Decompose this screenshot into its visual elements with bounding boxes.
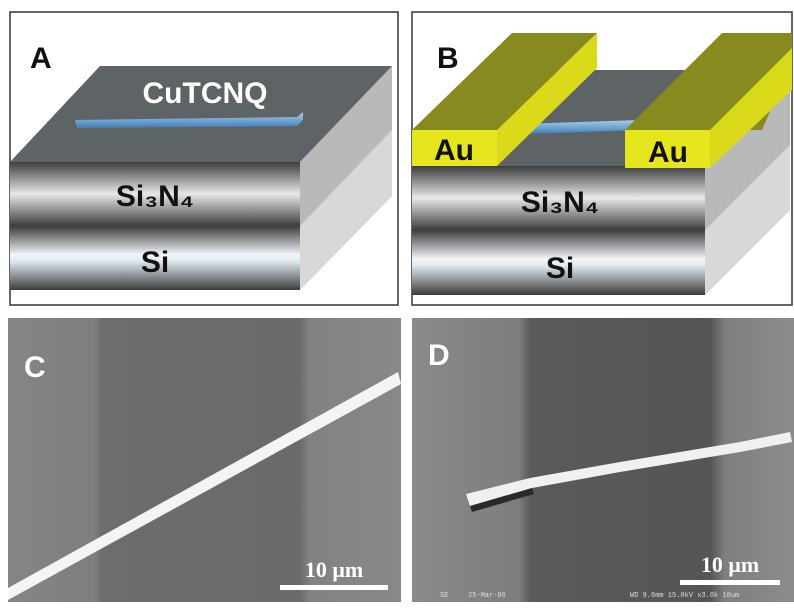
panel-a: A CuTCNQ Si₃N₄ Si xyxy=(10,12,398,305)
layer-label: Si₃N₄ xyxy=(116,180,194,213)
scale-bar xyxy=(680,580,780,585)
sem-info: 25-Mar-06 xyxy=(468,592,506,600)
panel-label: B xyxy=(437,42,459,75)
scale-bar xyxy=(280,585,388,590)
panel-label: C xyxy=(24,351,46,384)
panel-c: C 10 μm xyxy=(8,318,401,602)
layer-label: Si xyxy=(546,252,574,285)
panel-label: A xyxy=(30,42,52,75)
electrode-label: Au xyxy=(434,134,474,167)
figure: A CuTCNQ Si₃N₄ Si B Au Au Si₃N₄ Si C 10 … xyxy=(0,0,794,608)
panel-b: B Au Au Si₃N₄ Si xyxy=(412,12,792,305)
scale-bar-label: 10 μm xyxy=(701,552,759,577)
layer-label: Si xyxy=(141,246,169,279)
sem-info: WD 9.6mm 15.0kV x3.0k 10um xyxy=(630,592,739,600)
panel-d: D 10 μm SE 25-Mar-06 WD 9.6mm 15.0kV x3.… xyxy=(412,318,794,602)
page: A CuTCNQ Si₃N₄ Si B Au Au Si₃N₄ Si C 10 … xyxy=(0,0,794,608)
wire-label: CuTCNQ xyxy=(143,77,268,110)
scale-bar-label: 10 μm xyxy=(305,557,363,582)
panel-label: D xyxy=(428,339,450,372)
layer-label: Si₃N₄ xyxy=(521,186,599,219)
electrode-label: Au xyxy=(648,136,688,169)
sem-info: SE xyxy=(440,592,448,600)
